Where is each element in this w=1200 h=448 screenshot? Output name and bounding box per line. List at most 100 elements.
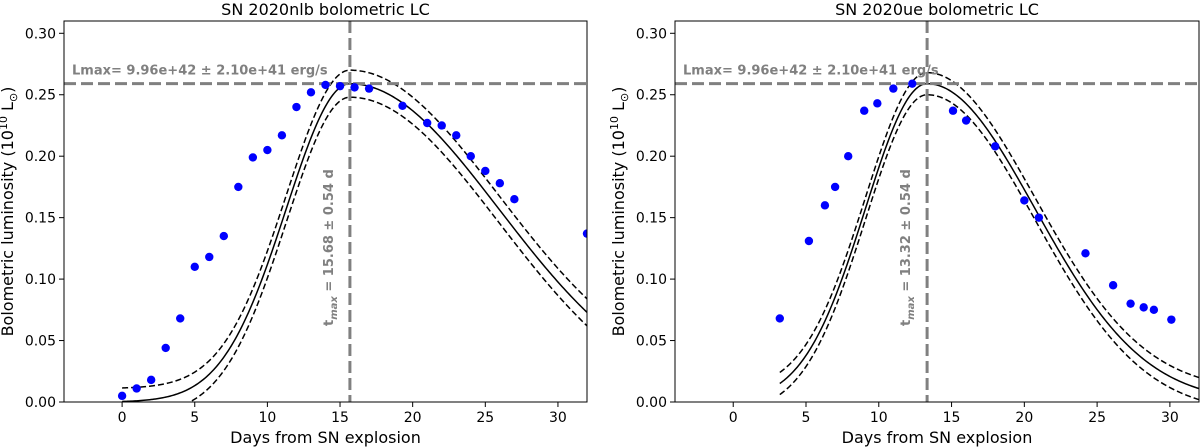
y-axis-label: Bolometric luminosity (1010 L⊙) <box>608 87 631 337</box>
y-tick-label: 0.05 <box>636 334 667 350</box>
x-tick-label: 10 <box>870 410 888 426</box>
y-tick-label: 0.20 <box>25 149 56 165</box>
y-tick-label: 0.30 <box>636 26 667 42</box>
data-point <box>775 314 784 323</box>
data-point <box>1034 213 1044 222</box>
y-tick-label: 0.00 <box>636 395 667 411</box>
x-tick-label: 20 <box>404 410 422 426</box>
data-point <box>205 252 214 262</box>
y-tick-label: 0.05 <box>25 334 56 350</box>
y-tick-label: 0.15 <box>636 211 667 227</box>
data-point <box>234 182 243 192</box>
data-points <box>117 80 587 401</box>
data-point <box>248 153 258 162</box>
x-tick-label: 25 <box>476 410 494 426</box>
data-point <box>1167 315 1176 324</box>
data-point <box>582 229 587 238</box>
data-point <box>1126 299 1135 308</box>
data-point <box>830 182 840 192</box>
tmax-annotation: tmax = 13.32 ± 0.54 d <box>899 169 917 326</box>
data-point <box>1081 249 1090 258</box>
y-tick-label: 0.10 <box>636 272 667 288</box>
data-point <box>908 79 917 88</box>
data-point <box>292 102 301 112</box>
panel-1: SN 2020nlb bolometric LC Lmax= 9.96e+42 ±… <box>0 0 588 447</box>
data-point <box>466 151 475 161</box>
x-tick-label: 15 <box>331 410 349 426</box>
model-curves <box>122 69 587 402</box>
data-point <box>219 231 229 241</box>
y-tick-label: 0.30 <box>25 26 56 42</box>
x-tick-label: 5 <box>802 410 811 426</box>
data-point <box>820 201 830 210</box>
tmax-annotation: tmax = 15.68 ± 0.54 d <box>322 169 340 326</box>
data-point <box>873 99 882 108</box>
y-tick-label: 0.10 <box>25 272 56 288</box>
data-point <box>190 262 199 272</box>
lower-bound-curve <box>188 96 587 402</box>
lower-bound-curve <box>779 93 1199 401</box>
x-axis-label: Days from SN explosion <box>230 428 421 447</box>
data-point <box>117 391 127 401</box>
upper-bound-curve <box>779 71 1199 379</box>
y-tick-label: 0.25 <box>25 88 56 104</box>
lmax-annotation: Lmax= 9.96e+42 ± 2.10e+41 erg/s <box>683 64 939 79</box>
y-axis-label: Bolometric luminosity (1010 L⊙) <box>0 87 20 337</box>
data-point <box>398 101 407 111</box>
panel-2: SN 2020ue bolometric LC Lmax= 9.96e+42 ± … <box>608 0 1200 447</box>
best-fit-curve <box>779 82 1199 390</box>
data-point <box>422 118 432 128</box>
data-point <box>452 131 461 140</box>
axes-frame <box>674 20 1200 403</box>
data-point <box>176 314 185 323</box>
data-point <box>481 166 490 176</box>
model-curves <box>779 71 1199 401</box>
chart-title: SN 2020ue bolometric LC <box>835 0 1039 19</box>
data-point <box>948 106 958 115</box>
data-point <box>889 84 898 93</box>
data-point <box>961 116 971 125</box>
data-point <box>321 80 330 90</box>
data-point <box>161 343 170 353</box>
data-point <box>277 131 287 140</box>
data-point <box>132 384 141 393</box>
data-point <box>350 83 359 92</box>
data-point <box>437 121 446 130</box>
best-fit-curve <box>122 82 587 402</box>
data-points <box>775 79 1176 324</box>
x-tick-label: 25 <box>1088 410 1106 426</box>
x-tick-label: 0 <box>118 410 127 426</box>
data-point <box>1139 303 1148 312</box>
data-point <box>844 151 853 161</box>
data-point <box>306 88 316 97</box>
data-point <box>991 142 1000 151</box>
x-tick-label: 30 <box>1161 410 1179 426</box>
x-tick-label: 20 <box>1015 410 1033 426</box>
y-axis: 0.00 0.05 0.10 0.15 0.20 0.25 0.30 <box>636 26 675 411</box>
data-point <box>146 375 156 385</box>
x-tick-label: 5 <box>190 410 199 426</box>
reference-lines <box>675 21 1199 402</box>
y-tick-label: 0.20 <box>636 149 667 165</box>
data-point <box>860 106 869 115</box>
x-tick-label: 30 <box>549 410 567 426</box>
data-point <box>1149 305 1159 315</box>
data-point <box>495 179 505 188</box>
x-tick-label: 0 <box>729 410 738 426</box>
data-point <box>804 236 814 246</box>
data-point <box>1108 281 1118 290</box>
x-axis: 0 5 10 15 20 25 30 <box>729 402 1179 426</box>
chart-title: SN 2020nlb bolometric LC <box>221 0 430 19</box>
data-point <box>364 84 374 93</box>
x-axis-label: Days from SN explosion <box>842 428 1033 447</box>
axes-frame <box>63 20 588 403</box>
y-axis: 0.00 0.05 0.10 0.15 0.20 0.25 0.30 <box>25 26 64 411</box>
x-tick-label: 15 <box>943 410 961 426</box>
data-point <box>263 145 272 155</box>
y-tick-label: 0.15 <box>25 211 56 227</box>
data-point <box>1020 196 1029 205</box>
x-tick-label: 10 <box>258 410 276 426</box>
data-point <box>510 195 519 204</box>
y-tick-label: 0.00 <box>25 395 56 411</box>
